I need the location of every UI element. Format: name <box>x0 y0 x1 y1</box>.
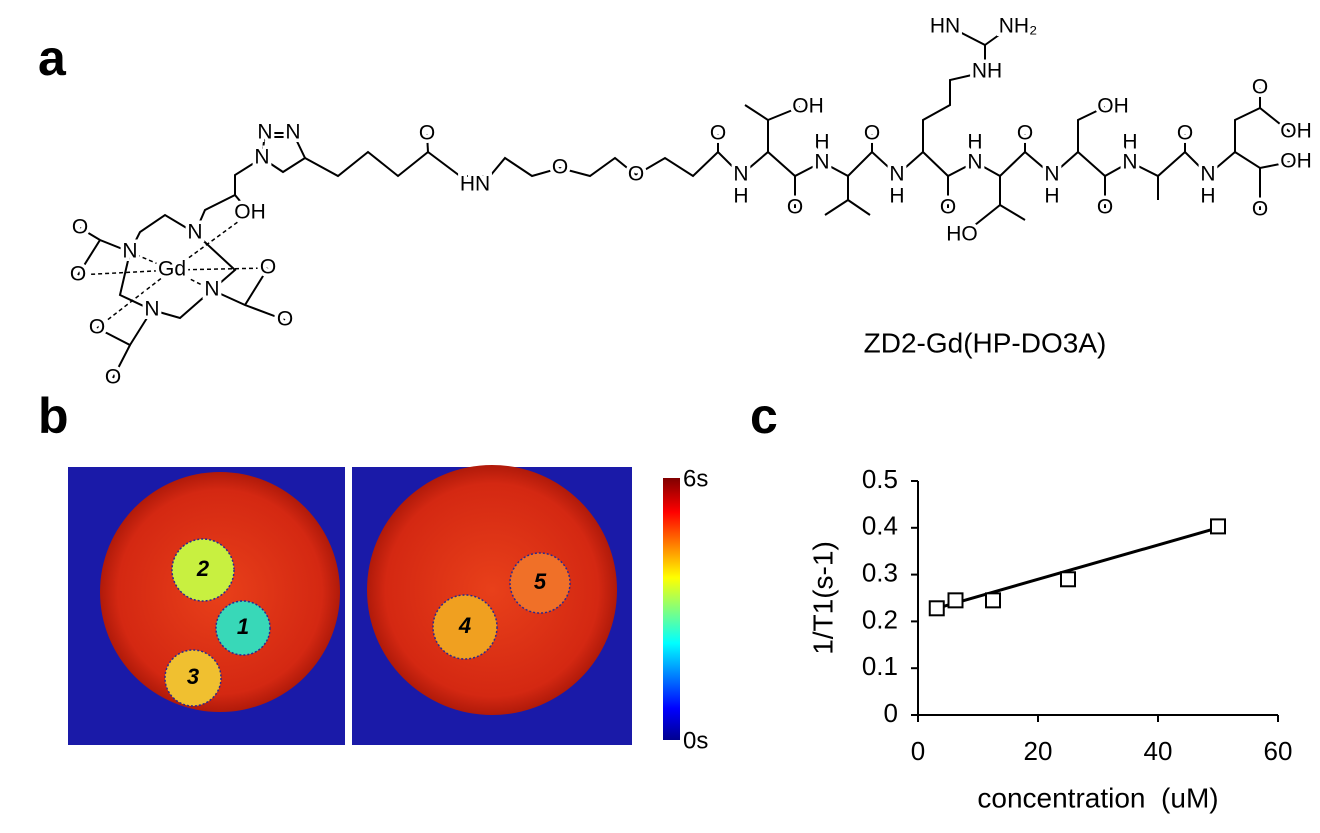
atom-label: OH <box>234 201 266 224</box>
y-tick-label: 0.1 <box>862 651 898 681</box>
atom-label: O <box>1017 122 1033 145</box>
atom-label: N <box>814 151 829 174</box>
atom-label: O <box>1097 196 1113 219</box>
atom-label: H <box>1200 185 1215 208</box>
colorbar-label: 6s <box>683 465 708 492</box>
spot-label: 1 <box>237 614 249 639</box>
atom-label: O <box>89 316 105 339</box>
x-axis-label: concentration (uM) <box>977 782 1218 813</box>
atom-label: O <box>1252 198 1268 221</box>
trendline <box>936 526 1219 610</box>
panel-label: a <box>38 30 67 86</box>
chart: 0 0.1 0.2 0.3 0.4 0.5 0 20 40 60 concentration (uM… <box>807 464 1292 814</box>
atom-label: OH <box>792 95 824 118</box>
data-point <box>928 600 945 617</box>
y-tick-label: 0.4 <box>862 511 898 541</box>
y-axis-label: 1/T1(s-1) <box>807 541 838 655</box>
spot-label: 4 <box>458 613 471 638</box>
sample-spot <box>164 649 222 707</box>
data-point <box>1210 518 1226 535</box>
spot-label: 2 <box>196 556 210 581</box>
panel-label: c <box>750 388 778 444</box>
phantom <box>367 465 617 715</box>
atom-label: H <box>967 131 982 154</box>
atom-label: O <box>864 122 880 145</box>
atom-label: O <box>419 122 435 145</box>
atom-label: HN <box>930 15 960 38</box>
atom-label: NH₂ <box>999 15 1037 38</box>
atom-label: N <box>733 163 748 186</box>
atom-label: O <box>1177 122 1193 145</box>
mri-panel <box>68 465 680 745</box>
atom-label: HO <box>946 223 978 246</box>
atom-label: HN <box>460 173 490 196</box>
y-tick-label: 0.2 <box>862 604 898 634</box>
data-point <box>985 592 1001 609</box>
atom-label: O <box>628 163 644 186</box>
atom-label: N <box>1044 163 1059 186</box>
colorbar <box>663 478 680 740</box>
atom-label: N <box>204 278 219 301</box>
atom-label: H <box>814 131 829 154</box>
atom-label: N <box>122 240 137 263</box>
atom-label: O <box>710 122 726 145</box>
atom-label: NH <box>972 60 1002 83</box>
chemical-bonds <box>77 26 1291 379</box>
atom-label: O <box>260 256 276 279</box>
atom-label: N <box>285 121 300 144</box>
atom-label: O <box>787 196 803 219</box>
atom-label: OH <box>1280 150 1312 173</box>
x-tick-label: 0 <box>911 736 925 766</box>
atom-label: N <box>187 221 202 244</box>
atom-label: OH <box>1097 95 1129 118</box>
atom-label: N <box>257 121 272 144</box>
data-point <box>947 592 964 609</box>
atom-label: O <box>70 263 86 286</box>
colorbar-label: 0s <box>683 727 708 754</box>
spot-label: 3 <box>187 664 199 689</box>
panel-label: b <box>38 388 69 444</box>
atom-label: H <box>1122 131 1137 154</box>
atom-label: O <box>552 156 568 179</box>
atom-label: N <box>144 298 159 321</box>
atom-label: N <box>1200 163 1215 186</box>
atom-label: N <box>1122 151 1137 174</box>
sample-spot <box>432 594 498 660</box>
x-tick-label: 20 <box>1024 736 1053 766</box>
data-point <box>1060 571 1076 588</box>
atom-label: H <box>889 185 904 208</box>
y-tick-label: 0.5 <box>862 464 898 494</box>
atom-label: H <box>733 185 748 208</box>
atom-label: OH <box>1280 120 1312 143</box>
atom-label: N <box>889 163 904 186</box>
x-tick-label: 40 <box>1144 736 1173 766</box>
sample-spot <box>509 552 571 614</box>
atom-label: O <box>1252 76 1268 99</box>
sample-spot <box>215 600 271 656</box>
y-tick-label: 0 <box>884 698 898 728</box>
y-tick-label: 0.3 <box>862 557 898 587</box>
atom-label: Gd <box>158 258 186 281</box>
compound-name: ZD2-Gd(HP-DO3A) <box>864 327 1107 358</box>
atom-label: O <box>72 216 88 239</box>
atom-label: O <box>277 308 293 331</box>
sample-spot <box>171 538 235 602</box>
atom-label: H <box>1044 185 1059 208</box>
atom-label: N <box>254 146 269 169</box>
x-tick-label: 60 <box>1264 736 1293 766</box>
spot-label: 5 <box>534 569 547 594</box>
atom-label: N <box>967 151 982 174</box>
atom-label: O <box>105 366 121 389</box>
atom-label: O <box>940 196 956 219</box>
